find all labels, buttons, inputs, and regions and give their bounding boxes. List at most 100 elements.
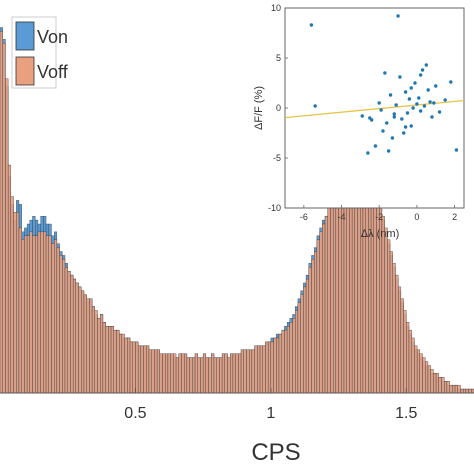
inset-ticks: -6 -4 -2 0 2 -10 -5 0 5 10 xyxy=(268,3,457,222)
histogram-bar xyxy=(102,322,106,394)
inset-point xyxy=(454,148,459,152)
histogram-bar xyxy=(441,377,445,394)
histogram-bar xyxy=(411,337,415,394)
inset-point xyxy=(388,93,393,97)
histogram-series-voff xyxy=(0,31,474,394)
histogram-bar xyxy=(297,302,301,394)
inset-point xyxy=(366,151,370,155)
histogram-bar xyxy=(295,310,299,394)
inset-x-axis-label: Δλ (nm) xyxy=(361,228,400,240)
histogram-bar xyxy=(213,357,217,394)
inset-point xyxy=(392,115,396,119)
histogram-bar xyxy=(427,365,431,394)
histogram-bar xyxy=(159,353,163,394)
histogram-bar xyxy=(460,388,464,394)
inset-point xyxy=(360,114,364,118)
inset-point xyxy=(409,86,413,90)
legend-swatch-von xyxy=(15,21,35,51)
inset-point xyxy=(426,88,430,92)
inset-point xyxy=(383,71,387,75)
histogram-bar xyxy=(45,235,49,394)
histogram-bar xyxy=(67,270,71,394)
histogram-bar xyxy=(146,345,150,394)
histogram-bar xyxy=(0,31,3,394)
inset-point xyxy=(309,23,314,27)
inset-y-axis-label: ΔF/F (%) xyxy=(253,86,265,130)
inset-point xyxy=(418,73,423,77)
inset-background xyxy=(284,7,465,209)
histogram-bar xyxy=(224,353,228,394)
histogram-bar xyxy=(48,235,52,394)
inset-point xyxy=(381,129,385,133)
histogram-bar xyxy=(300,294,304,394)
histogram-bar xyxy=(397,286,402,394)
inset-y-tick-label: -5 xyxy=(273,153,281,163)
histogram-bar xyxy=(254,345,258,394)
histogram-bar xyxy=(143,345,147,394)
legend-swatch-voff xyxy=(15,56,35,86)
histogram-bar xyxy=(184,353,188,394)
histogram-bar xyxy=(343,176,347,394)
histogram-bar xyxy=(387,239,391,394)
inset-point xyxy=(422,104,427,108)
histogram-bar xyxy=(173,353,177,394)
histogram-x-tick-label: 0.5 xyxy=(124,405,146,422)
histogram-bar xyxy=(156,349,160,394)
histogram-bar xyxy=(262,345,266,394)
inset-point xyxy=(420,68,425,72)
inset-point xyxy=(368,116,372,120)
inset-y-tick-label: -10 xyxy=(268,203,281,213)
histogram-bar xyxy=(311,259,315,394)
inset-point xyxy=(418,109,423,113)
inset-point xyxy=(373,144,378,148)
inset-y-tick-label: 10 xyxy=(271,3,281,13)
histogram-bar xyxy=(5,78,9,394)
histogram-bar xyxy=(273,337,277,394)
histogram-bar xyxy=(108,326,112,394)
histogram-bar xyxy=(438,377,442,394)
inset-points xyxy=(309,14,459,155)
histogram-bar xyxy=(167,353,171,394)
histogram-bar xyxy=(186,357,190,394)
histogram-bar xyxy=(137,345,142,394)
histogram-x-axis-label: CPS xyxy=(251,439,300,466)
histogram-bar xyxy=(59,255,63,394)
histogram-bar xyxy=(303,286,307,394)
inset-point xyxy=(377,101,381,105)
histogram-bar xyxy=(216,357,220,394)
histogram-bar xyxy=(197,357,201,394)
histogram-bar xyxy=(281,329,285,394)
histogram-axes: 0.5 1 1.5 xyxy=(0,388,474,422)
histogram-bar xyxy=(308,267,312,394)
histogram-bar xyxy=(251,349,255,394)
histogram-bar xyxy=(89,298,93,394)
histogram-bar xyxy=(276,337,280,394)
inset-x-tick-label: -2 xyxy=(375,212,383,222)
legend-label-voff: Voff xyxy=(37,62,69,82)
histogram-bar xyxy=(286,326,290,394)
histogram-bar xyxy=(221,353,225,394)
histogram-bar xyxy=(70,274,74,394)
histogram-bar xyxy=(43,231,47,394)
histogram-bar xyxy=(246,349,250,394)
histogram-bar xyxy=(446,381,450,394)
histogram-bar xyxy=(83,294,87,394)
inset-point xyxy=(392,112,396,116)
histogram-bar xyxy=(170,353,174,394)
histogram-bar xyxy=(267,341,272,394)
histogram-x-tick-label: 1.5 xyxy=(395,405,417,422)
inset-point xyxy=(386,149,391,153)
histogram-bar xyxy=(316,239,320,394)
histogram-bar xyxy=(127,337,131,394)
histogram-bar xyxy=(129,341,133,394)
inset-x-tick-label: -6 xyxy=(300,212,308,222)
inset-point xyxy=(405,111,410,115)
inset-x-tick-label: 2 xyxy=(452,212,457,222)
inset-x-tick-label: 0 xyxy=(414,212,419,222)
histogram-bar xyxy=(324,215,328,394)
histogram-bar xyxy=(113,329,117,394)
histogram-bar xyxy=(194,353,198,394)
histogram-bar xyxy=(444,381,448,394)
histogram-bar xyxy=(327,208,331,394)
